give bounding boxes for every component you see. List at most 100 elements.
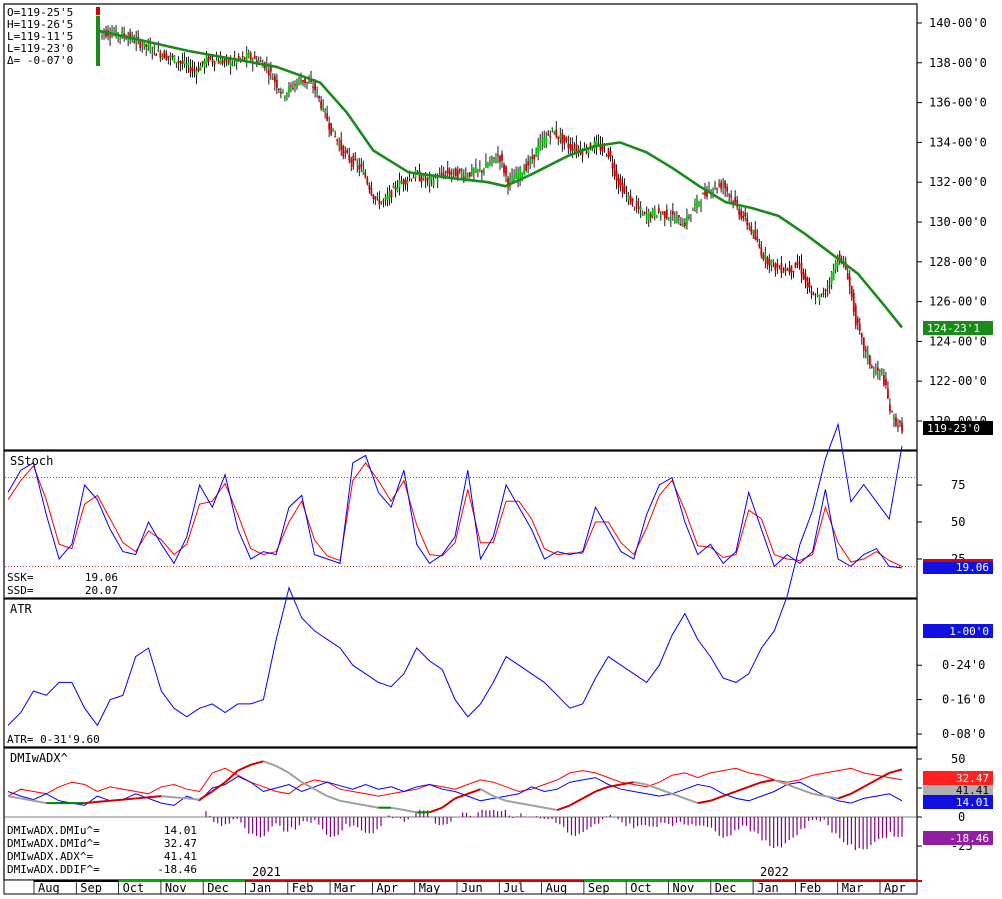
ohlc-low: L=119-11'5 [7, 30, 73, 43]
stoch-series-layer [5, 454, 916, 569]
adx-line-segment [441, 797, 456, 809]
price-bar-body [201, 61, 204, 64]
month-contract-band [330, 880, 373, 882]
price-bar-body [360, 164, 363, 167]
price-bar-body [848, 276, 851, 287]
price-bar-body [744, 212, 747, 217]
adx-line-segment [710, 795, 724, 802]
price-axis-label: 132-00'0 [929, 175, 987, 189]
price-bar-body [221, 60, 224, 64]
price-bar-body [153, 46, 156, 48]
price-bar-body [637, 206, 640, 210]
price-bar-body [304, 77, 306, 84]
price-bar-body [243, 57, 246, 60]
price-bar-body [189, 67, 192, 73]
price-bar-body [195, 70, 198, 75]
price-bar-body [499, 155, 501, 162]
ssd-value: 20.07 [85, 584, 118, 597]
price-bar-body [718, 184, 720, 186]
month-contract-band [668, 880, 711, 882]
price-bar-body [177, 60, 180, 63]
adx-line-segment [735, 785, 750, 793]
price-bar-body [647, 211, 650, 221]
atr-labels: ATR ATR= 0-31'9.60 1-00'0 [6, 602, 993, 746]
adx-line-segment [7, 795, 21, 800]
adx-line-segment [722, 790, 737, 798]
price-bar-body [673, 218, 676, 222]
price-bar-body [519, 167, 521, 178]
price-bar-body [619, 178, 622, 185]
month-contract-band [626, 880, 669, 882]
price-bar-body [336, 139, 339, 141]
price-bar-body [702, 193, 704, 195]
adx-line-segment [812, 792, 826, 798]
price-bar-body [380, 201, 383, 204]
price-bar-body [746, 217, 749, 226]
price-panel[interactable] [3, 3, 918, 451]
price-bar-body [513, 177, 515, 182]
adx-line-segment [429, 806, 443, 814]
year-label-2021: 2021 [252, 865, 281, 879]
price-bar-body [788, 268, 791, 273]
price-bar-body [885, 379, 887, 386]
price-bar-body [796, 261, 799, 265]
price-bar-body [161, 55, 164, 58]
price-bar-body [205, 56, 208, 65]
price-bar-body [575, 143, 578, 152]
price-bar-body [489, 160, 491, 165]
bar-range-indicator [96, 16, 100, 66]
price-bar-body [712, 189, 714, 191]
adx-line-segment [122, 797, 136, 801]
adx-line-segment [186, 797, 200, 801]
price-bar-body [828, 285, 831, 287]
price-bar-body [876, 367, 879, 371]
price-bar-body [290, 85, 292, 87]
price-bar-body [300, 79, 302, 85]
price-bar-body [203, 60, 206, 68]
atr-panel[interactable] [3, 598, 918, 748]
price-bar-body [505, 166, 507, 176]
price-bar-body [607, 148, 610, 158]
price-bar-body [657, 207, 660, 213]
price-bar-body [481, 170, 483, 173]
ma-price-tag [923, 321, 993, 335]
price-bar-body [294, 84, 296, 86]
price-bar-body [458, 169, 461, 172]
price-bar-body [149, 45, 152, 52]
price-bar-body [772, 260, 775, 262]
price-bar-body [171, 55, 174, 58]
price-bar-body [312, 86, 314, 88]
adx-line-segment [250, 760, 264, 766]
price-bar-body [286, 92, 288, 97]
price-bar-body [778, 268, 781, 270]
month-label: Feb [799, 881, 821, 895]
price-bar-body [442, 174, 445, 177]
price-bar-body [613, 163, 616, 177]
price-bar-body [794, 262, 797, 268]
price-bar-body [726, 186, 729, 192]
price-bar-body [812, 294, 815, 296]
price-bar-body [394, 187, 397, 190]
price-bar-body [173, 55, 176, 63]
price-bar-body [692, 209, 694, 211]
price-bar-body [306, 81, 308, 83]
price-bar-body [728, 194, 731, 196]
adx-line-segment [773, 778, 788, 786]
price-bar-body [426, 177, 429, 180]
month-contract-band [34, 880, 76, 882]
price-bar-body [493, 157, 495, 159]
price-bar-body [800, 262, 803, 275]
month-label: May [419, 881, 441, 895]
price-bar-body [635, 200, 638, 207]
stoch-panel[interactable] [3, 450, 918, 599]
price-bar-body [197, 67, 200, 71]
price-bar-body [891, 411, 893, 413]
price-bar-body [207, 57, 210, 63]
price-bar-body [137, 36, 140, 39]
month-label: Sep [588, 881, 610, 895]
price-bar-body [292, 87, 294, 89]
price-bar-body [720, 182, 722, 189]
price-bar-body [364, 172, 367, 178]
price-bar-body [856, 318, 859, 324]
